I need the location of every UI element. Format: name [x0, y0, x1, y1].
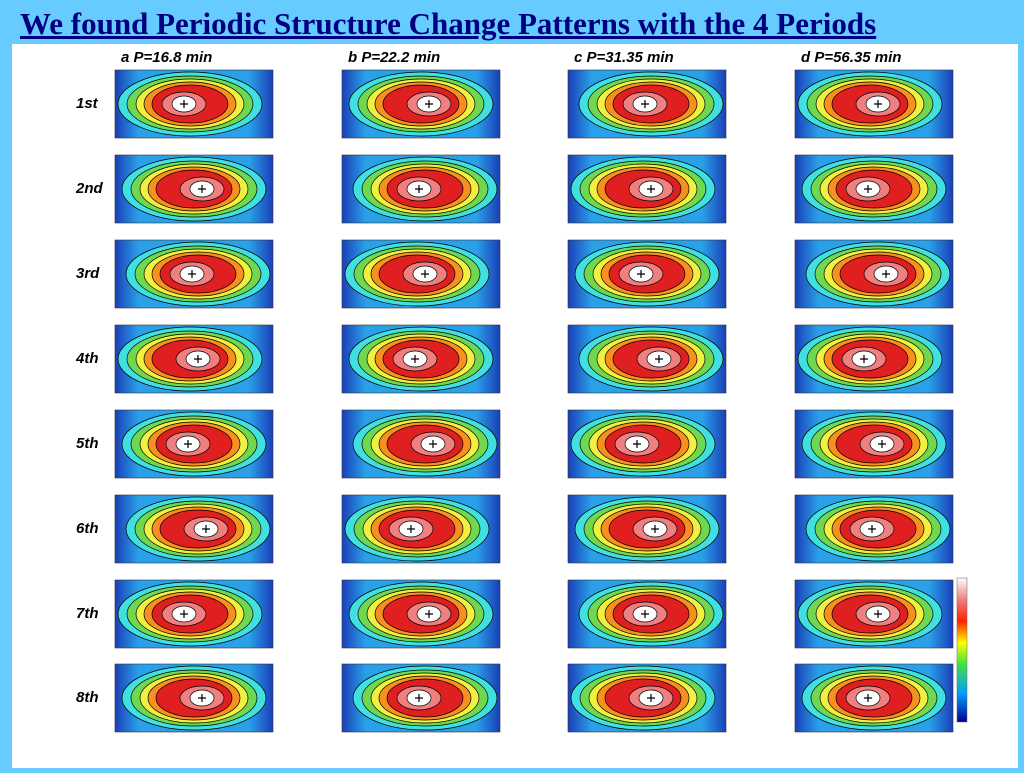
peak-marker	[874, 610, 882, 618]
figure-panel: a P=16.8 min b P=22.2 min c P=31.35 min d P…	[12, 44, 1018, 768]
peak-marker	[647, 694, 655, 702]
contour-map	[567, 409, 727, 479]
peak-marker	[188, 270, 196, 278]
row-label: 5th	[76, 435, 99, 452]
contour-map	[114, 579, 274, 649]
peak-marker	[641, 100, 649, 108]
colorbar	[956, 577, 968, 723]
contour-map	[794, 324, 954, 394]
contour-map	[567, 239, 727, 309]
figure: a P=16.8 min b P=22.2 min c P=31.35 min d P…	[75, 49, 968, 733]
peak-marker	[860, 355, 868, 363]
peak-marker	[633, 440, 641, 448]
peak-marker	[868, 525, 876, 533]
contour-map	[114, 69, 274, 139]
peak-marker	[415, 694, 423, 702]
peak-marker	[194, 355, 202, 363]
contour-map	[794, 409, 954, 479]
row-label: 2nd	[75, 180, 104, 197]
row-label: 1st	[76, 95, 99, 112]
contour-map	[114, 494, 274, 564]
peak-marker	[655, 355, 663, 363]
contour-map	[341, 324, 501, 394]
peak-marker	[415, 185, 423, 193]
contour-map	[341, 409, 501, 479]
peak-marker	[425, 100, 433, 108]
contour-map	[567, 494, 727, 564]
row-label: 4th	[75, 350, 99, 367]
peak-marker	[425, 610, 433, 618]
peak-marker	[647, 185, 655, 193]
peak-marker	[864, 694, 872, 702]
contour-map	[794, 239, 954, 309]
contour-map	[567, 579, 727, 649]
contour-map	[341, 663, 501, 733]
contour-map	[341, 154, 501, 224]
contour-map	[114, 409, 274, 479]
contour-map	[567, 69, 727, 139]
column-label: a P=16.8 min	[121, 49, 212, 66]
contour-map	[114, 324, 274, 394]
row-label: 8th	[76, 689, 99, 706]
column-label: b P=22.2 min	[348, 49, 440, 66]
column-label: c P=31.35 min	[574, 49, 674, 66]
peak-marker	[198, 185, 206, 193]
peak-marker	[651, 525, 659, 533]
row-label: 7th	[76, 605, 99, 622]
peak-marker	[637, 270, 645, 278]
contour-map	[341, 69, 501, 139]
peak-marker	[202, 525, 210, 533]
peak-marker	[184, 440, 192, 448]
contour-map	[794, 154, 954, 224]
contour-map	[567, 663, 727, 733]
peak-marker	[198, 694, 206, 702]
contour-map	[567, 324, 727, 394]
peak-marker	[429, 440, 437, 448]
slide-title: We found Periodic Structure Change Patte…	[20, 6, 877, 41]
peak-marker	[180, 100, 188, 108]
contour-map	[341, 579, 501, 649]
peak-marker	[882, 270, 890, 278]
peak-marker	[878, 440, 886, 448]
contour-map	[114, 154, 274, 224]
peak-marker	[180, 610, 188, 618]
peak-marker	[407, 525, 415, 533]
column-label: d P=56.35 min	[801, 49, 901, 66]
contour-map	[567, 154, 727, 224]
peak-marker	[641, 610, 649, 618]
contour-map	[341, 494, 501, 564]
contour-map	[341, 239, 501, 309]
contour-map	[114, 663, 274, 733]
row-label: 6th	[76, 520, 99, 537]
peak-marker	[874, 100, 882, 108]
contour-map	[794, 579, 954, 649]
contour-map	[794, 69, 954, 139]
row-label: 3rd	[76, 265, 100, 282]
contour-map	[794, 663, 954, 733]
contour-map	[794, 494, 954, 564]
peak-marker	[864, 185, 872, 193]
peak-marker	[421, 270, 429, 278]
contour-map	[114, 239, 274, 309]
peak-marker	[411, 355, 419, 363]
